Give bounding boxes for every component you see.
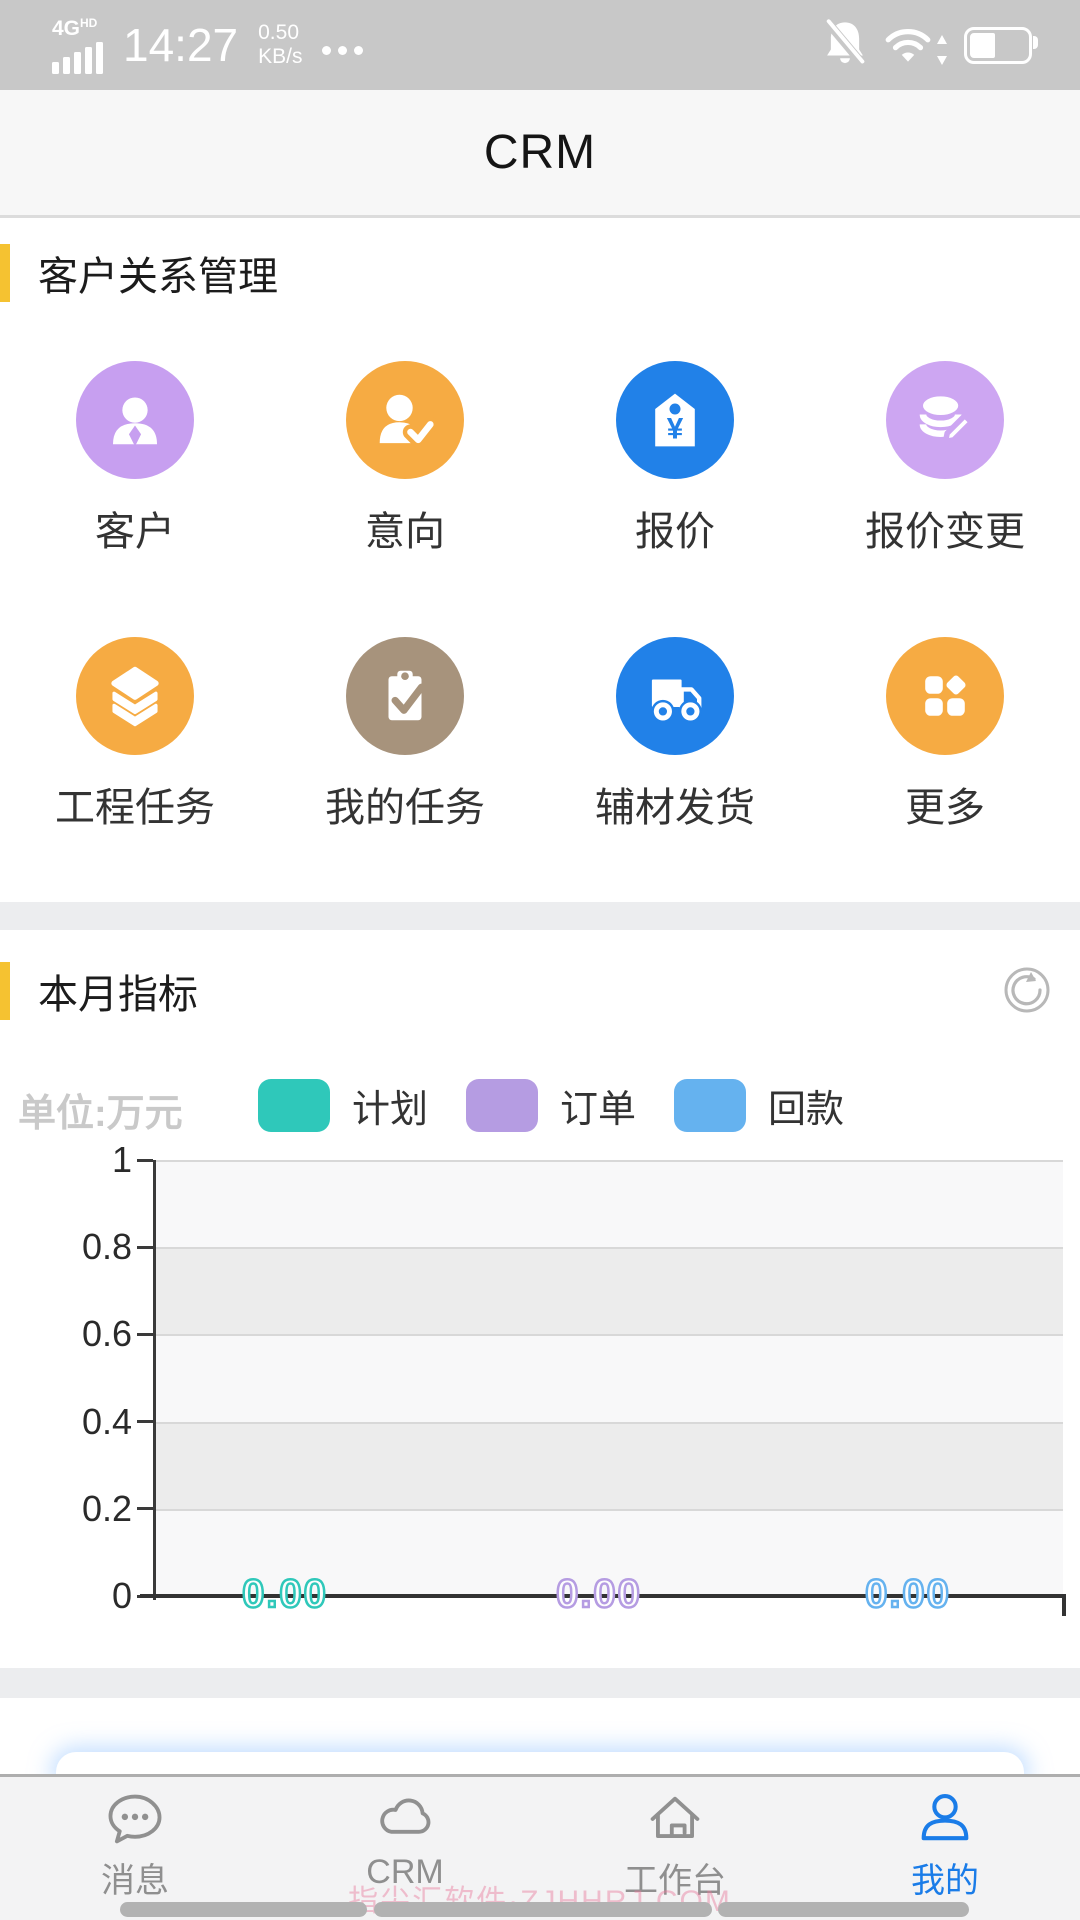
grid-item-quote-change[interactable]: 报价变更 [810, 361, 1080, 557]
legend-swatch-payment [674, 1079, 747, 1132]
wifi-arrows-icon [937, 35, 947, 65]
chat-bubble-icon [108, 1794, 162, 1844]
grid-item-material-shipping[interactable]: 辅材发货 [540, 637, 810, 833]
legend-swatch-plan [258, 1079, 330, 1132]
x-axis-end-tick [1062, 1596, 1066, 1616]
grid-item-customer[interactable]: 客户 [0, 361, 270, 557]
page-title: CRM [483, 126, 597, 179]
wifi-icon [883, 24, 948, 66]
grid-item-label: 意向 [365, 510, 445, 554]
section-accent-bar [0, 962, 10, 1020]
grid-item-more[interactable]: 更多 [810, 637, 1080, 833]
y-tick-label: 0.6 [81, 1313, 132, 1354]
grid-more-icon [886, 637, 1004, 755]
battery-icon [964, 26, 1038, 64]
bottom-nav: 消息 CRM 工作台 我的 [0, 1774, 1080, 1920]
network-badge: HD [80, 15, 98, 30]
layers-icon [76, 637, 194, 755]
bottom-bar-segment [120, 1902, 367, 1917]
chart-unit-label: 单位:万元 [18, 1093, 183, 1135]
y-tick-label: 0.4 [81, 1401, 132, 1442]
value-label-order: 0.00 [555, 1571, 642, 1618]
chart-plot-area [137, 1158, 1063, 1600]
app-header: CRM [0, 90, 1080, 218]
svg-text:¥: ¥ [667, 413, 684, 446]
chart-legend: 计划 订单 回款 [258, 1078, 844, 1133]
user-tie-icon [76, 361, 194, 479]
nav-item-mine[interactable]: 我的 [810, 1777, 1080, 1920]
bottom-bar-segment [718, 1902, 969, 1917]
bell-muted-icon [823, 18, 867, 73]
grid-item-label: 报价 [635, 510, 715, 554]
cloud-icon [380, 1798, 431, 1834]
price-tag-yuan-icon: ¥ [616, 361, 734, 479]
grid-item-label: 更多 [905, 786, 985, 830]
crm-section-header: 客户关系管理 [0, 244, 278, 302]
workbench-home-icon [650, 1796, 700, 1838]
indicators-section-header: 本月指标 [0, 962, 198, 1020]
grid-item-label: 辅材发货 [595, 786, 755, 830]
speed-unit: KB/s [258, 45, 303, 68]
more-dots-icon [322, 45, 364, 55]
section-divider [0, 1668, 1080, 1698]
grid-item-project-tasks[interactable]: 工程任务 [0, 637, 270, 833]
coins-edit-icon [886, 361, 1004, 479]
grid-item-label: 报价变更 [865, 510, 1025, 554]
nav-item-messages[interactable]: 消息 [0, 1777, 270, 1920]
value-label-payment: 0.00 [864, 1571, 951, 1618]
legend-swatch-order [466, 1079, 539, 1132]
section-divider [0, 902, 1080, 930]
nav-item-workbench[interactable]: 工作台 [540, 1777, 810, 1920]
network-type: 4G [52, 16, 81, 40]
next-section-card [56, 1752, 1024, 1778]
y-tick-label: 0.2 [81, 1488, 132, 1529]
crm-app-grid: 客户 意向 ¥ 报价 [0, 361, 1080, 913]
y-axis-line [153, 1160, 156, 1600]
speed-value: 0.50 [258, 21, 299, 44]
grid-item-label: 我的任务 [325, 786, 485, 830]
clipboard-check-icon [346, 637, 464, 755]
legend-item-plan: 计划 [258, 1078, 428, 1133]
profile-person-icon [921, 1794, 969, 1841]
network-speed: 0.50 KB/s [258, 21, 302, 69]
y-tick-label: 1 [111, 1139, 132, 1180]
y-tick-label: 0 [111, 1575, 132, 1616]
value-label-plan: 0.00 [241, 1571, 328, 1618]
grid-item-quote[interactable]: ¥ 报价 [540, 361, 810, 557]
y-tick-label: 0.8 [81, 1226, 132, 1267]
grid-item-label: 客户 [95, 510, 175, 554]
x-axis-line [140, 1594, 1066, 1598]
legend-item-payment: 回款 [674, 1078, 844, 1133]
section-accent-bar [0, 244, 10, 302]
status-bar: 4GHD 14:27 0.50 KB/s [0, 0, 1080, 90]
nav-item-crm[interactable]: CRM [270, 1777, 540, 1920]
indicators-section-title: 本月指标 [38, 973, 198, 1017]
refresh-icon[interactable] [1003, 966, 1051, 1014]
signal-bars-icon [52, 41, 103, 74]
truck-icon [616, 637, 734, 755]
bottom-bar-segment [374, 1902, 712, 1917]
legend-item-order: 订单 [466, 1078, 636, 1133]
grid-item-label: 工程任务 [55, 786, 215, 830]
grid-item-intention[interactable]: 意向 [270, 361, 540, 557]
user-check-icon [346, 361, 464, 479]
signal-strength-icon: 4GHD [52, 17, 103, 74]
grid-item-my-tasks[interactable]: 我的任务 [270, 637, 540, 833]
status-time: 14:27 [123, 19, 239, 71]
crm-section-title: 客户关系管理 [38, 255, 278, 299]
